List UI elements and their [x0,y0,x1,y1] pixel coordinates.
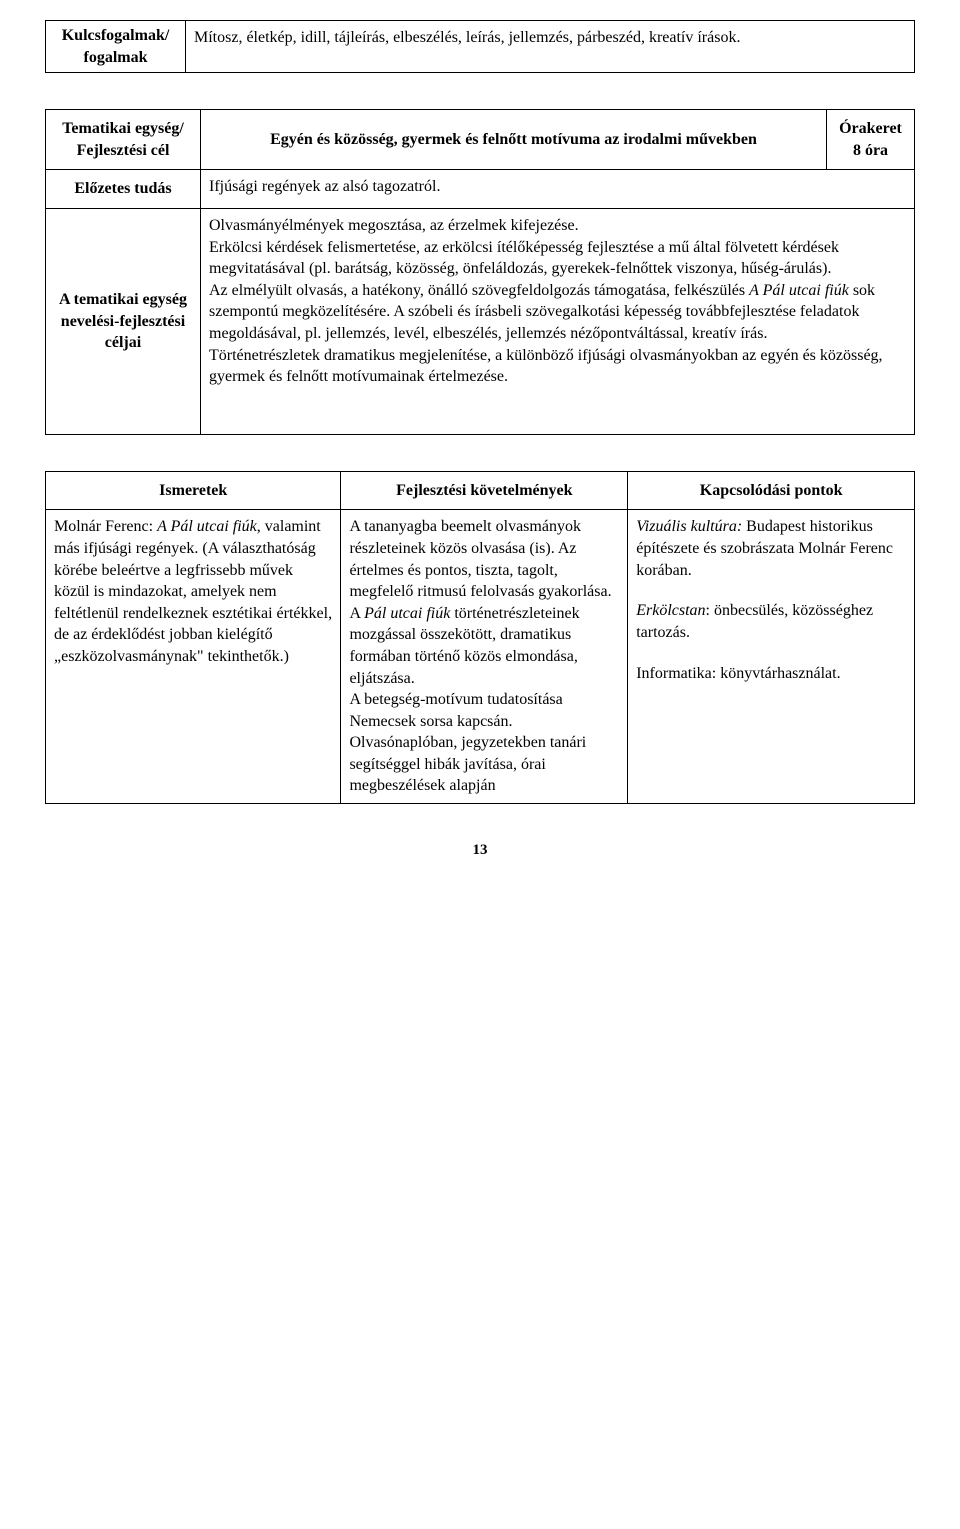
kapcs-p2-italic: Erkölcstan [636,602,705,619]
goals-p2a: Az elmélyült olvasás, a hatékony, önálló… [209,282,749,299]
kapcs-p3: Informatika: könyvtárhasználat. [636,665,840,682]
fejlesztesi-p3: A betegség-motívum tudatosítása Nemecsek… [349,691,562,730]
goals-label: A tematikai egység nevelési-fejlesztési … [46,208,201,434]
key-concepts-table: Kulcsfogalmak/ fogalmak Mítosz, életkép,… [45,20,915,73]
table-row: Kulcsfogalmak/ fogalmak Mítosz, életkép,… [46,21,915,73]
ismeretek-p1b: , valamint más ifjúsági regények. (A vál… [54,518,332,665]
table-header-row: Ismeretek Fejlesztési követelmények Kapc… [46,471,915,510]
table-row: Tematikai egység/ Fejlesztési cél Egyén … [46,110,915,170]
kapcs-p1-italic: Vizuális kultúra: [636,518,742,535]
prior-knowledge-label: Előzetes tudás [46,170,201,209]
thematic-unit-table: Tematikai egység/ Fejlesztési cél Egyén … [45,109,915,435]
header-ismeretek: Ismeretek [46,471,341,510]
fejlesztesi-p2a: A [349,605,364,622]
fejlesztesi-p2-italic: Pál utcai fiúk [364,605,450,622]
goals-p2-italic: A Pál utcai fiúk [749,282,849,299]
fejlesztesi-cell: A tananyagba beemelt olvasmányok részlet… [341,510,628,804]
key-concepts-label: Kulcsfogalmak/ fogalmak [46,21,186,73]
ismeretek-p1a: Molnár Ferenc: [54,518,157,535]
key-concepts-content: Mítosz, életkép, idill, tájleírás, elbes… [186,21,915,73]
hours-label: Órakeret [839,120,902,137]
fejlesztesi-p4: Olvasónaplóban, jegyzetekben tanári segí… [349,734,586,794]
goals-p1b: Erkölcsi kérdések felismertetése, az erk… [209,239,839,278]
page-number: 13 [45,840,915,860]
requirements-table: Ismeretek Fejlesztési követelmények Kapc… [45,471,915,804]
table-row: A tematikai egység nevelési-fejlesztési … [46,208,915,434]
header-kapcsolodasi: Kapcsolódási pontok [628,471,915,510]
ismeretek-p1-italic: A Pál utcai fiúk [157,518,257,535]
kapcsolodasi-cell: Vizuális kultúra: Budapest historikus ép… [628,510,915,804]
hours-value: 8 óra [853,142,888,159]
fejlesztesi-p1: A tananyagba beemelt olvasmányok részlet… [349,518,611,600]
goals-p3: Történetrészletek dramatikus megjeleníté… [209,347,883,386]
ismeretek-cell: Molnár Ferenc: A Pál utcai fiúk, valamin… [46,510,341,804]
goals-p1a: Olvasmányélmények megosztása, az érzelme… [209,217,579,234]
table-row: Előzetes tudás Ifjúsági regények az alsó… [46,170,915,209]
table-row: Molnár Ferenc: A Pál utcai fiúk, valamin… [46,510,915,804]
thematic-unit-label: Tematikai egység/ Fejlesztési cél [46,110,201,170]
header-fejlesztesi: Fejlesztési követelmények [341,471,628,510]
thematic-unit-hours: Órakeret 8 óra [827,110,915,170]
thematic-unit-topic: Egyén és közösség, gyermek és felnőtt mo… [201,110,827,170]
goals-content: Olvasmányélmények megosztása, az érzelme… [201,208,915,434]
prior-knowledge-content: Ifjúsági regények az alsó tagozatról. [201,170,915,209]
